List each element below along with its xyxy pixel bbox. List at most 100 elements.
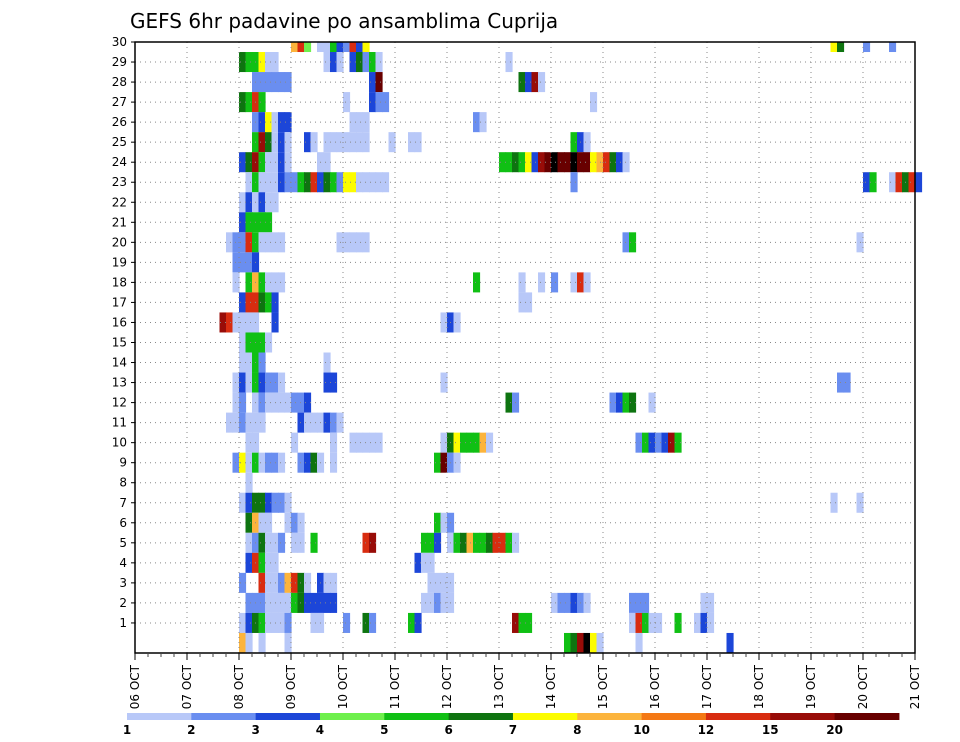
precip-cell — [349, 42, 357, 53]
precip-cell — [473, 432, 481, 453]
y-tick-label: 6 — [119, 516, 127, 530]
x-tick-label: 14 OCT — [544, 664, 558, 709]
precip-cell — [239, 92, 247, 113]
precip-cell — [499, 152, 507, 173]
precip-cell — [232, 392, 240, 413]
color-legend: 1 2 3 4 5 6 7 8 10 12 15 20 — [123, 713, 900, 737]
precip-cell — [414, 612, 422, 633]
precip-cell — [297, 172, 305, 193]
precip-cell — [583, 632, 591, 653]
legend-level-label: 3 — [251, 723, 259, 737]
legend-swatch — [834, 713, 900, 720]
precip-cell — [629, 232, 637, 253]
precip-cell — [239, 312, 247, 333]
precip-cell — [330, 52, 338, 73]
precip-cell — [284, 392, 292, 413]
precip-cell — [284, 72, 292, 93]
precip-cell — [570, 132, 578, 153]
precip-cell — [239, 252, 247, 273]
precip-cell — [297, 532, 305, 553]
precip-cell — [369, 52, 377, 73]
precip-cell — [492, 532, 500, 553]
precip-cell — [278, 232, 286, 253]
x-tick-label: 19 OCT — [804, 664, 818, 709]
precip-cell — [583, 592, 591, 613]
precip-cell — [414, 552, 422, 573]
precip-cell — [245, 592, 253, 613]
legend-level-label: 6 — [444, 723, 452, 737]
legend-swatch — [191, 713, 257, 720]
precip-cell — [375, 92, 383, 113]
precip-cell — [375, 72, 383, 93]
precip-cell — [421, 532, 429, 553]
precip-cell — [232, 452, 240, 473]
x-tick-label: 15 OCT — [596, 664, 610, 709]
x-tick-label: 21 OCT — [908, 664, 922, 709]
precip-cell — [258, 232, 266, 253]
precip-cell — [239, 152, 247, 173]
y-tick-label: 1 — [119, 616, 127, 630]
precip-cell — [291, 392, 299, 413]
precip-cell — [239, 392, 247, 413]
precip-cell — [427, 552, 435, 573]
precip-cell — [265, 232, 273, 253]
precip-cell — [278, 532, 286, 553]
y-tick-label: 10 — [112, 436, 127, 450]
precip-cell — [245, 232, 253, 253]
precip-cell — [330, 172, 338, 193]
precip-cell — [265, 172, 273, 193]
precip-cell — [258, 632, 266, 653]
precip-cell — [330, 432, 338, 453]
precip-cell — [655, 432, 663, 453]
precip-cell — [291, 42, 299, 53]
precip-cell — [609, 392, 617, 413]
precip-cell — [648, 392, 656, 413]
precip-cell — [239, 572, 247, 593]
precip-cell — [564, 592, 572, 613]
precip-cell — [245, 332, 253, 353]
precip-cell — [518, 152, 526, 173]
precip-cell — [408, 132, 416, 153]
precip-cell — [323, 172, 331, 193]
precip-cell — [258, 492, 266, 513]
precip-cell — [239, 492, 247, 513]
precip-cell — [330, 592, 338, 613]
precip-cell — [245, 312, 253, 333]
legend-swatch — [705, 713, 771, 720]
precip-cell — [460, 432, 468, 453]
precip-cell — [258, 332, 266, 353]
precip-cell — [356, 172, 364, 193]
precip-cell — [304, 452, 312, 473]
precip-cell — [343, 42, 351, 53]
precip-cell — [278, 492, 286, 513]
precip-cell — [239, 332, 247, 353]
precip-cell — [239, 412, 247, 433]
precip-cell — [310, 452, 318, 473]
precip-cell — [843, 372, 851, 393]
precip-cell — [590, 632, 598, 653]
precip-cell — [499, 532, 507, 553]
precip-cell — [239, 452, 247, 473]
precip-cell — [655, 612, 663, 633]
precip-cell — [323, 572, 331, 593]
precip-cell — [265, 52, 273, 73]
y-tick-label: 9 — [119, 456, 127, 470]
precip-cell — [895, 172, 903, 193]
legend-level-label: 12 — [698, 723, 715, 737]
precip-cell — [440, 452, 448, 473]
precip-cell — [258, 512, 266, 533]
precip-cell — [265, 132, 273, 153]
precip-cell — [232, 252, 240, 273]
precip-cell — [408, 612, 416, 633]
precip-cell — [343, 612, 351, 633]
precip-cell — [278, 172, 286, 193]
precip-cell — [583, 152, 591, 173]
precip-cell — [232, 412, 240, 433]
precip-cell — [577, 632, 585, 653]
precip-cell — [421, 592, 429, 613]
precip-cell — [629, 392, 637, 413]
precip-cell — [278, 112, 286, 133]
precip-cell — [245, 372, 253, 393]
precip-cell — [310, 612, 318, 633]
